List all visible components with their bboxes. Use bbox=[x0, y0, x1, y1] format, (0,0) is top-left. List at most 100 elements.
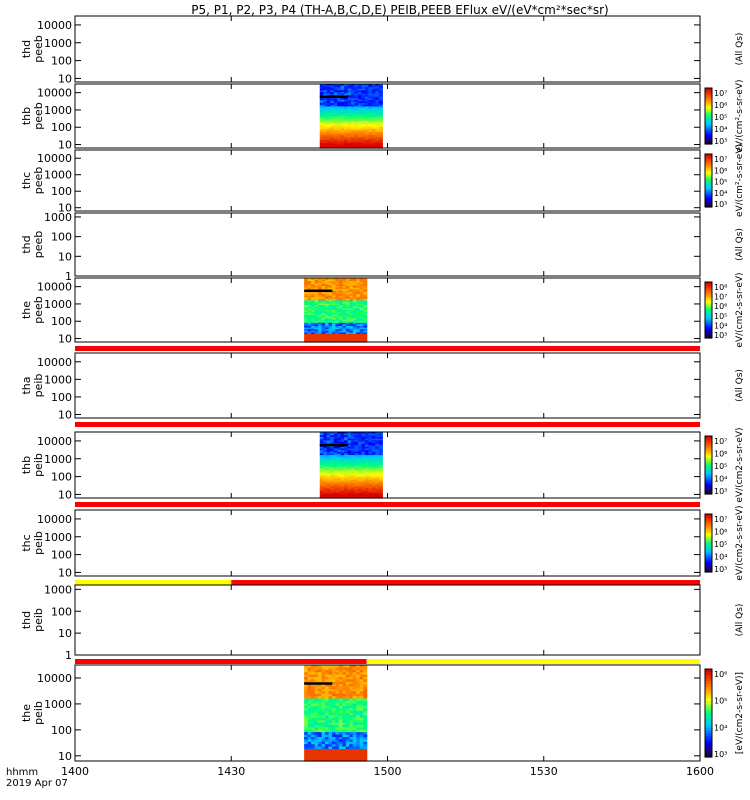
spectrogram-cell bbox=[356, 302, 361, 305]
spectrogram-cell bbox=[323, 491, 328, 494]
spectrogram-cell bbox=[318, 335, 323, 338]
spectrogram-cell bbox=[335, 281, 340, 284]
spectrogram-cell bbox=[344, 465, 349, 468]
spectrogram-cell bbox=[357, 494, 363, 497]
spectrogram-cell bbox=[333, 133, 338, 136]
spectrogram-cell bbox=[364, 144, 370, 147]
spectrogram-cell bbox=[344, 109, 349, 112]
spectrogram-cell bbox=[325, 720, 330, 724]
spectrogram-cell bbox=[331, 316, 337, 319]
colorbar-swatch bbox=[705, 178, 712, 182]
spectrogram-cell bbox=[363, 278, 368, 281]
spectrogram-cell bbox=[352, 306, 357, 309]
spectrogram-cell bbox=[347, 458, 352, 461]
spectrogram-cell bbox=[354, 478, 359, 481]
spectrogram-cell bbox=[337, 85, 342, 88]
spectrogram-cell bbox=[344, 141, 349, 144]
spectrogram-cell bbox=[331, 746, 337, 750]
spectrogram-cell bbox=[337, 114, 342, 117]
colorbar-swatch bbox=[705, 321, 712, 324]
spectrogram-cell bbox=[357, 138, 363, 141]
spectrogram-cell bbox=[378, 108, 383, 111]
spectrogram-cell bbox=[368, 111, 373, 114]
spectrogram-cell bbox=[319, 466, 324, 469]
spectrogram-cell bbox=[330, 451, 335, 455]
y-tick-label: 1 bbox=[65, 270, 72, 283]
spectrogram-cell bbox=[328, 703, 333, 707]
spectrogram-cell bbox=[328, 338, 333, 341]
spectrogram-cell bbox=[359, 319, 364, 322]
spectrogram-cell bbox=[357, 109, 363, 112]
spectrogram-cell bbox=[361, 465, 366, 468]
colorbar-label: 10⁶ bbox=[714, 302, 727, 311]
spectrogram-cell bbox=[307, 674, 312, 678]
spectrogram-cell bbox=[378, 117, 383, 120]
spectrogram-cell bbox=[314, 319, 319, 322]
spectrogram-cell bbox=[325, 672, 330, 676]
spectrogram-cell bbox=[307, 305, 312, 308]
spectrogram-cell bbox=[325, 316, 330, 319]
spectrogram-cell bbox=[325, 306, 330, 309]
spectrogram-cell bbox=[331, 332, 337, 335]
spectrogram-cell bbox=[368, 451, 373, 455]
spectrogram-cell bbox=[356, 734, 361, 738]
spectrogram-cell bbox=[352, 717, 357, 721]
spectrogram-cell bbox=[335, 318, 340, 321]
spectrogram-cell bbox=[328, 686, 333, 690]
spectrogram-cell bbox=[307, 672, 312, 676]
spectrogram-cell bbox=[371, 484, 376, 488]
spectrogram-cell bbox=[371, 100, 376, 103]
panel-frame bbox=[74, 83, 701, 149]
spectrogram-cell bbox=[333, 435, 338, 438]
spectrogram-cell bbox=[364, 114, 370, 117]
spectrogram-cell bbox=[378, 484, 383, 488]
colorbar-swatch bbox=[705, 701, 712, 705]
spectrogram-cell bbox=[318, 696, 323, 700]
spectrogram-cell bbox=[311, 677, 316, 680]
colorbar-swatch bbox=[705, 140, 712, 143]
spectrogram-cell bbox=[345, 715, 350, 719]
spectrogram-cell bbox=[319, 483, 324, 486]
colorbar-swatch bbox=[705, 718, 712, 723]
probe-label: tha bbox=[20, 376, 33, 394]
spectrogram-cell bbox=[318, 314, 323, 317]
spectrogram-cell bbox=[344, 461, 349, 464]
spectrogram-cell bbox=[361, 119, 366, 122]
spectrogram-cell bbox=[323, 135, 328, 138]
spectrogram-cell bbox=[335, 756, 340, 760]
spectrogram-cell bbox=[307, 321, 312, 324]
spectrogram-cell bbox=[304, 281, 309, 284]
spectrogram-cell bbox=[375, 127, 380, 130]
spectrogram-cell bbox=[311, 715, 316, 719]
spectrogram-cell bbox=[328, 701, 333, 704]
spectrogram-cell bbox=[319, 488, 324, 491]
spectrogram-cell bbox=[319, 433, 324, 436]
spectrogram-cell bbox=[375, 436, 380, 440]
spectrogram-cell bbox=[304, 737, 309, 740]
spectrogram-cell bbox=[354, 128, 359, 131]
time-axis-label-date: 2019 Apr 07 bbox=[6, 778, 68, 789]
spectrogram-cell bbox=[351, 456, 356, 459]
spectrogram-cell bbox=[364, 443, 370, 446]
spectrogram-cell bbox=[307, 727, 312, 731]
spectrogram-cell bbox=[368, 119, 373, 122]
spectrogram-cell bbox=[323, 455, 328, 458]
spectrogram-cell bbox=[361, 88, 366, 91]
spectrogram-cell bbox=[347, 122, 352, 125]
spectrogram-cell bbox=[345, 681, 350, 685]
spectrogram-cell bbox=[342, 725, 347, 728]
spectrogram-cell bbox=[347, 108, 352, 111]
spectrogram-cell bbox=[359, 729, 364, 733]
spectrogram-cell bbox=[337, 128, 342, 131]
spectrogram-cell bbox=[364, 488, 370, 491]
spectrogram-cell bbox=[331, 298, 337, 301]
spectrogram-cell bbox=[354, 101, 359, 104]
spectrogram-cell bbox=[359, 672, 364, 676]
spectrogram-cell bbox=[333, 493, 338, 496]
spectrogram-cell bbox=[361, 496, 366, 499]
spectrogram-cell bbox=[351, 117, 356, 120]
spectrogram-cell bbox=[352, 749, 357, 752]
colorbar-swatch bbox=[705, 490, 712, 493]
spectrogram-cell bbox=[325, 689, 330, 692]
